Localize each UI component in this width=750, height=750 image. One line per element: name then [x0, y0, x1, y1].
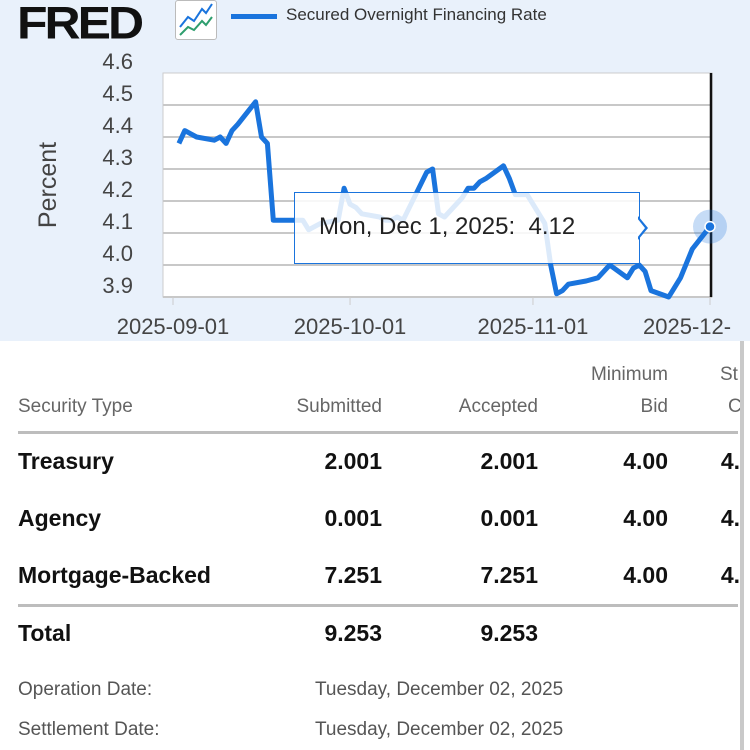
data-point[interactable] [554, 291, 559, 296]
legend-swatch [231, 14, 277, 19]
data-point[interactable] [666, 295, 671, 300]
row-cut-value: 4. [720, 448, 740, 474]
row-minimum-bid: 4.00 [623, 505, 668, 531]
data-point[interactable] [501, 163, 506, 168]
data-point[interactable] [430, 167, 435, 172]
row-accepted: 2.001 [480, 448, 538, 474]
data-point[interactable] [277, 218, 282, 223]
data-point[interactable] [194, 135, 199, 140]
settlement-date-value: Tuesday, December 02, 2025 [315, 719, 564, 740]
y-tick-label: 4.3 [102, 145, 133, 170]
operation-date-label: Operation Date: [18, 679, 153, 700]
data-point[interactable] [566, 282, 571, 287]
y-tick-label: 4.2 [102, 177, 133, 202]
highlighted-point[interactable] [704, 220, 716, 233]
tooltip-date: Mon, Dec 1, 2025: [319, 213, 516, 240]
row-minimum-bid: 4.00 [623, 562, 668, 588]
row-submitted: 2.001 [324, 448, 382, 474]
settlement-date-label: Settlement Date: [18, 719, 160, 740]
data-point[interactable] [560, 288, 565, 293]
data-point[interactable] [631, 266, 636, 271]
y-tick-label: 3.9 [102, 273, 133, 298]
chart-logo-icon [175, 0, 217, 40]
data-point[interactable] [265, 141, 270, 146]
data-point[interactable] [643, 269, 648, 274]
data-point[interactable] [648, 288, 653, 293]
header-security-type: Security Type [18, 396, 133, 417]
row-security-type: Mortgage-Backed [18, 562, 211, 588]
header-cut-column-1: St [720, 364, 738, 385]
sofr-series-line [176, 99, 712, 300]
row-submitted: 0.001 [324, 505, 382, 531]
sofr-line-chart[interactable]: 4.6 4.5 4.4 4.3 4.2 4.1 4.0 3.9 2025-09-01 2025-1… [0, 0, 750, 341]
data-point[interactable] [507, 176, 512, 181]
header-divider [18, 431, 738, 434]
y-tick-label: 4.6 [102, 49, 133, 74]
y-tick-label: 4.0 [102, 241, 133, 266]
data-point[interactable] [271, 218, 276, 223]
header-cut-column-2: C [728, 396, 740, 417]
data-point[interactable] [182, 128, 187, 133]
chart-tooltip: Mon, Dec 1, 2025: 4.12 [294, 192, 640, 264]
data-point[interactable] [342, 186, 347, 191]
data-point[interactable] [176, 141, 181, 146]
y-tick-label: 4.5 [102, 81, 133, 106]
data-point[interactable] [595, 275, 600, 280]
header-submitted: Submitted [296, 396, 382, 417]
data-point[interactable] [625, 275, 630, 280]
data-point[interactable] [690, 247, 695, 252]
row-security-type: Treasury [18, 448, 114, 474]
data-point[interactable] [483, 176, 488, 181]
y-axis-label: Percent [34, 142, 62, 228]
data-point[interactable] [466, 186, 471, 191]
data-point[interactable] [678, 275, 683, 280]
x-tick-label: 2025-12- [643, 314, 731, 339]
header-minimum-bid-1: Minimum [590, 364, 668, 385]
row-cut-value: 4. [720, 562, 740, 588]
operation-date-value: Tuesday, December 02, 2025 [315, 679, 564, 700]
data-point[interactable] [584, 279, 589, 284]
header-accepted: Accepted [458, 396, 538, 417]
data-point[interactable] [672, 285, 677, 290]
row-accepted: 7.251 [480, 562, 538, 588]
y-tick-label: 4.4 [102, 113, 133, 138]
tooltip-value: 4.12 [528, 213, 576, 240]
row-cut-value: 4. [720, 505, 740, 531]
total-divider [18, 604, 738, 607]
data-point[interactable] [218, 135, 223, 140]
data-point[interactable] [230, 128, 235, 133]
data-point[interactable] [253, 99, 258, 104]
data-point[interactable] [212, 138, 217, 143]
legend-label: Secured Overnight Financing Rate [286, 5, 547, 24]
tooltip-text: Mon, Dec 1, 2025: 4.12 [319, 213, 575, 241]
x-tick-label: 2025-10-01 [294, 314, 407, 339]
row-security-type: Agency [18, 505, 102, 531]
data-point[interactable] [235, 122, 240, 127]
x-tick-label: 2025-09-01 [117, 314, 230, 339]
data-point[interactable] [424, 170, 429, 175]
total-accepted: 9.253 [480, 620, 538, 646]
row-minimum-bid: 4.00 [623, 448, 668, 474]
data-point[interactable] [188, 131, 193, 136]
row-accepted: 0.001 [480, 505, 538, 531]
total-label: Total [18, 620, 72, 646]
data-point[interactable] [477, 179, 482, 184]
total-submitted: 9.253 [324, 620, 382, 646]
y-tick-label: 4.1 [102, 209, 133, 234]
header-minimum-bid-2: Bid [640, 396, 668, 417]
data-point[interactable] [259, 135, 264, 140]
row-submitted: 7.251 [324, 562, 382, 588]
fred-chart-panel: 4.6 4.5 4.4 4.3 4.2 4.1 4.0 3.9 2025-09-01 2025-1… [0, 0, 750, 341]
x-tick-label: 2025-11-01 [478, 314, 589, 339]
data-point[interactable] [601, 269, 606, 274]
data-point[interactable] [471, 186, 476, 191]
data-point[interactable] [224, 141, 229, 146]
vertical-scrollbar[interactable] [740, 341, 744, 750]
operation-results-table: Security Type Submitted Accepted Minimum… [0, 341, 750, 750]
fred-logo: FRED [17, 0, 144, 49]
